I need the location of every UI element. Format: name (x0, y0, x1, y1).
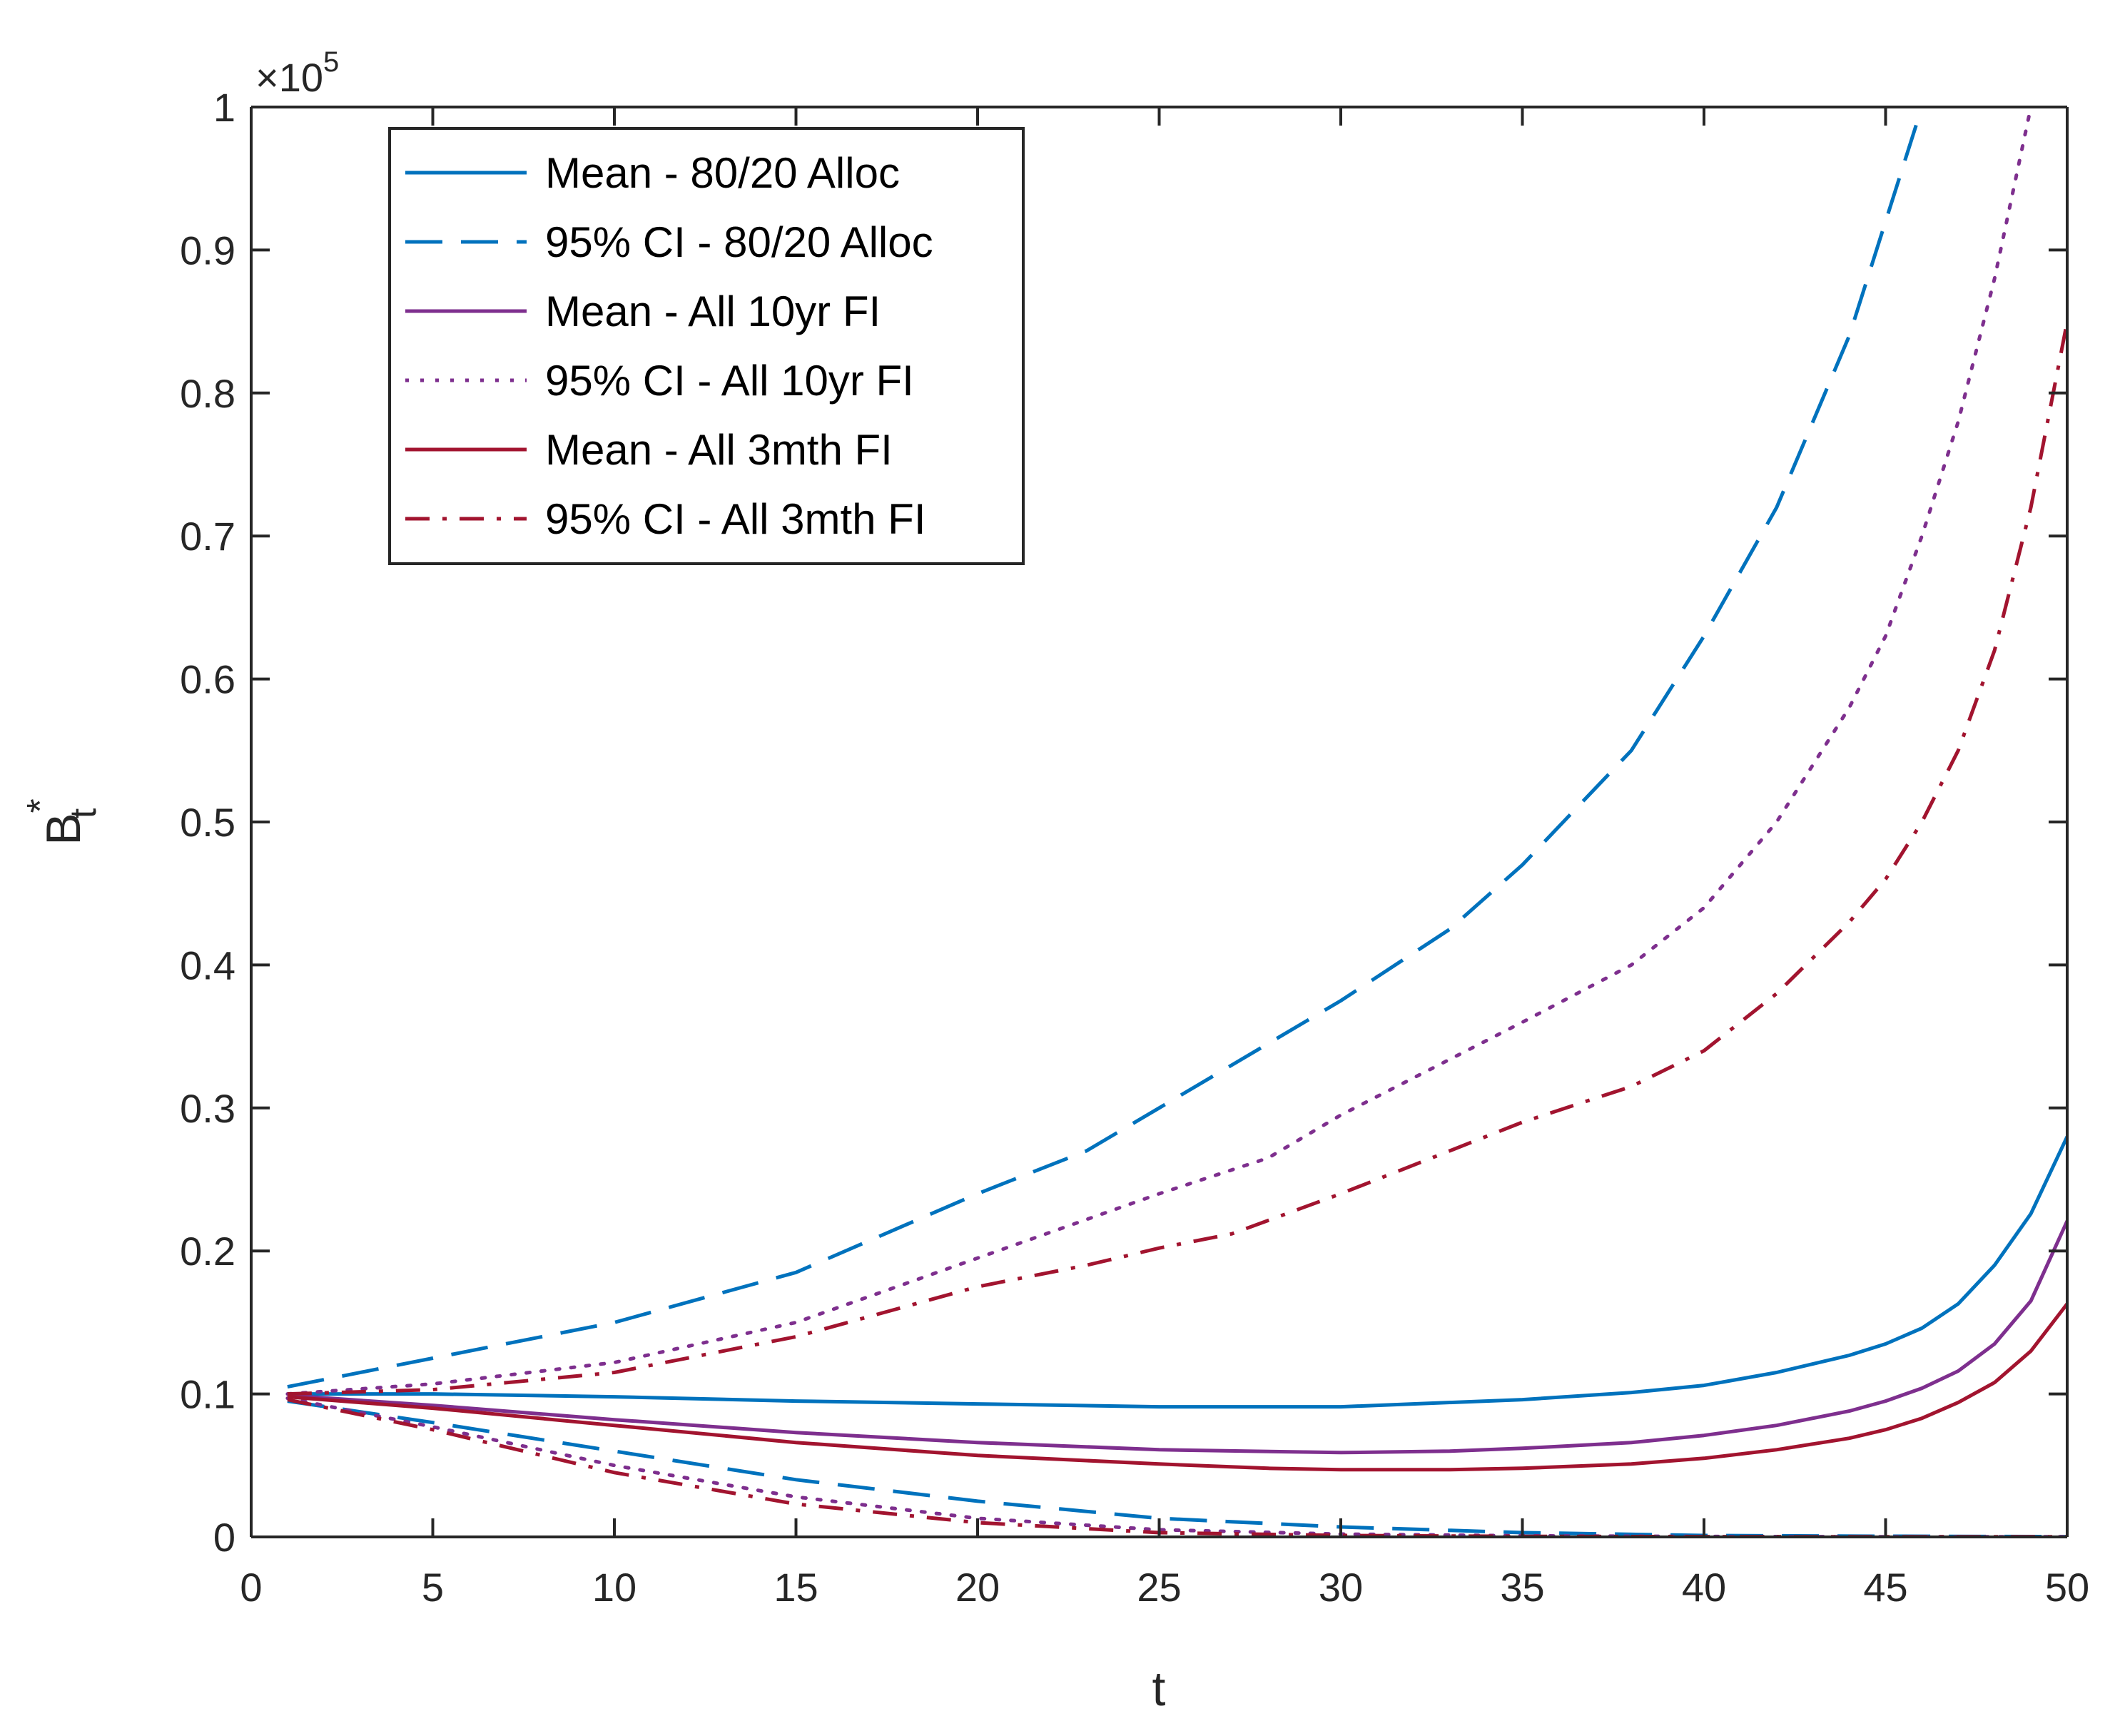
series-line-mean-80-20-alloc (287, 1135, 2067, 1409)
x-tick-label: 0 (240, 1565, 262, 1610)
legend-label-mean-all-10yr-fi: Mean - All 10yr FI (545, 288, 881, 335)
x-tick-label: 50 (2045, 1565, 2089, 1610)
y-tick-label: 0 (213, 1515, 235, 1560)
series-line-95-ci-all-3mth-fi (287, 321, 2067, 1396)
series-line-mean-all-10yr-fi (287, 1220, 2067, 1455)
y-exponent-label: ×105 (255, 46, 339, 100)
y-tick-label: 0.6 (180, 657, 235, 702)
legend-label-mean-all-3mth-fi: Mean - All 3mth FI (545, 426, 893, 474)
y-tick-label: 0.1 (180, 1372, 235, 1417)
y-tick-label: 0.3 (180, 1086, 235, 1131)
x-tick-label: 30 (1319, 1565, 1363, 1610)
y-tick-label: 0.4 (180, 943, 235, 988)
y-tick-label: 1 (213, 85, 235, 130)
y-tick-label: 0.8 (180, 371, 235, 416)
y-tick-label: 0.5 (180, 800, 235, 845)
legend-box (388, 127, 1025, 565)
series-line-mean-all-3mth-fi (287, 1302, 2067, 1472)
y-tick-label: 0.7 (180, 514, 235, 559)
legend-label-95-ci-all-3mth-fi: 95% CI - All 3mth FI (545, 495, 926, 543)
x-tick-label: 15 (774, 1565, 818, 1610)
legend: Mean - 80/20 Alloc 95% CI - 80/20 Alloc Me… (388, 127, 1025, 565)
tick-layer: 0 5 10 15 20 25 30 35 40 45 50 0 0.1 0.2 0.3 0.4 0.5 0.6 0… (180, 85, 2089, 1610)
x-tick-label: 5 (422, 1565, 444, 1610)
y-tick-label: 0.9 (180, 228, 235, 273)
y-axis-label-superscript: * (20, 798, 61, 813)
x-tick-label: 10 (592, 1565, 636, 1610)
y-exponent-prefix: ×10 (255, 55, 323, 100)
series-line-95-ci-80-20-alloc (287, 107, 1924, 1389)
x-axis-label: t (1152, 1662, 1166, 1716)
x-tick-label: 25 (1137, 1565, 1181, 1610)
y-tick-label: 0.2 (180, 1229, 235, 1274)
x-tick-label: 20 (955, 1565, 1000, 1610)
y-exponent-power: 5 (323, 46, 339, 78)
legend-label-mean-80-20-alloc: Mean - 80/20 Alloc (545, 149, 900, 197)
x-tick-label: 45 (1863, 1565, 1907, 1610)
series-line-95-ci-all-10yr-fi (285, 107, 2033, 1396)
y-axis-label: B*t (20, 798, 104, 846)
legend-label-95-ci-80-20-alloc: 95% CI - 80/20 Alloc (545, 218, 933, 266)
x-tick-label: 35 (1500, 1565, 1544, 1610)
y-axis-label-subscript: t (63, 808, 104, 818)
x-tick-label: 40 (1682, 1565, 1726, 1610)
legend-label-95-ci-all-10yr-fi: 95% CI - All 10yr FI (545, 357, 914, 405)
y-axis-label-group: B*t (20, 798, 104, 846)
y-axis-label-main: B (36, 813, 91, 845)
